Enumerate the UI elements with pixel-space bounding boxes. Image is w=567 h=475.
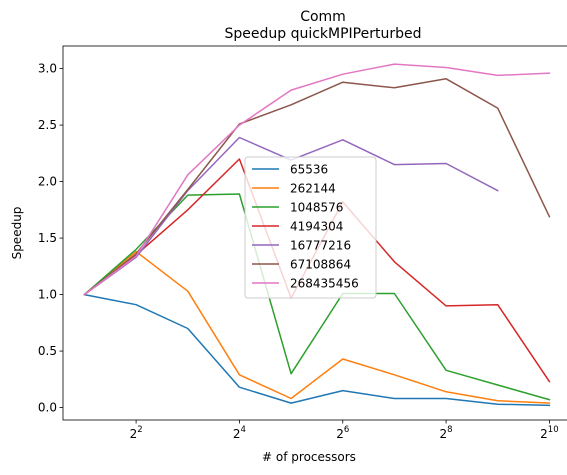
legend-label-67108864: 67108864 [290,258,351,272]
y-tick-label: 0.5 [38,344,57,358]
x-tick-base: 2 [440,427,448,441]
x-tick-base: 2 [130,427,138,441]
y-axis-label: Speedup [10,207,24,260]
legend-label-65536: 65536 [290,163,328,177]
x-tick-base: 2 [336,427,344,441]
y-tick-label: 2.0 [38,175,57,189]
chart-subtitle: Speedup quickMPIPerturbed [224,26,421,42]
x-tick-base: 2 [540,427,548,441]
x-tick-exponent: 8 [447,425,452,435]
y-axis-ticks: 0.0 0.5 1.0 1.5 2.0 2.5 3.0 [38,62,63,415]
y-tick-label: 1.5 [38,231,57,245]
chart-title: Comm [300,9,346,25]
y-tick-label: 1.0 [38,288,57,302]
legend-label-268435456: 268435456 [290,277,359,291]
x-tick-exponent: 4 [241,425,246,435]
legend-label-16777216: 16777216 [290,239,351,253]
x-tick-label: 26 [336,425,349,441]
y-tick-label: 2.5 [38,118,57,132]
x-tick-label: 210 [540,425,558,441]
legend: 65536 262144 1048576 4194304 16777216 6710886… [245,157,376,298]
x-axis-ticks: 22 24 26 28 210 [130,420,559,441]
legend-label-262144: 262144 [290,182,336,196]
x-tick-label: 22 [130,425,143,441]
x-axis-label: # of processors [262,450,356,464]
x-tick-base: 2 [233,427,241,441]
x-tick-exponent: 2 [137,425,142,435]
y-tick-label: 0.0 [38,401,57,415]
series-line-65536 [84,295,549,406]
x-tick-exponent: 6 [344,425,349,435]
x-tick-label: 28 [440,425,453,441]
legend-label-4194304: 4194304 [290,220,343,234]
legend-label-1048576: 1048576 [290,201,343,215]
y-tick-label: 3.0 [38,62,57,76]
x-tick-label: 24 [233,425,246,441]
x-tick-exponent: 10 [548,425,559,435]
